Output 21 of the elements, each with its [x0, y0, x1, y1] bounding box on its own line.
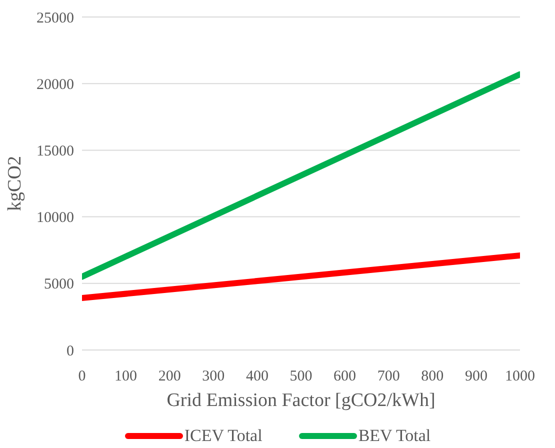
y-tick-label: 0	[66, 343, 74, 360]
y-tick-label: 25000	[36, 10, 74, 26]
y-tick-label: 10000	[36, 210, 74, 226]
y-axis-title: kgCO2	[4, 156, 26, 211]
x-tick-label: 0	[78, 368, 86, 385]
legend-label: BEV Total	[358, 426, 431, 446]
x-tick-label: 300	[202, 368, 225, 385]
y-tick-label: 5000	[44, 276, 74, 293]
x-tick-label: 800	[421, 368, 444, 385]
x-tick-label: 1000	[505, 368, 535, 385]
x-tick-label: 100	[114, 368, 138, 385]
x-tick-label: 200	[158, 368, 181, 385]
x-tick-label: 600	[334, 368, 356, 385]
x-tick-label: 500	[290, 368, 312, 385]
x-axis-title: Grid Emission Factor [gCO2/kWh]	[166, 390, 436, 411]
legend-label: ICEV Total	[184, 426, 262, 446]
x-tick-label: 900	[464, 368, 488, 385]
x-tick-label: 400	[246, 368, 268, 385]
y-tick-label: 15000	[36, 144, 74, 160]
y-tick-label: 20000	[36, 76, 74, 93]
x-tick-label: 700	[377, 368, 400, 385]
